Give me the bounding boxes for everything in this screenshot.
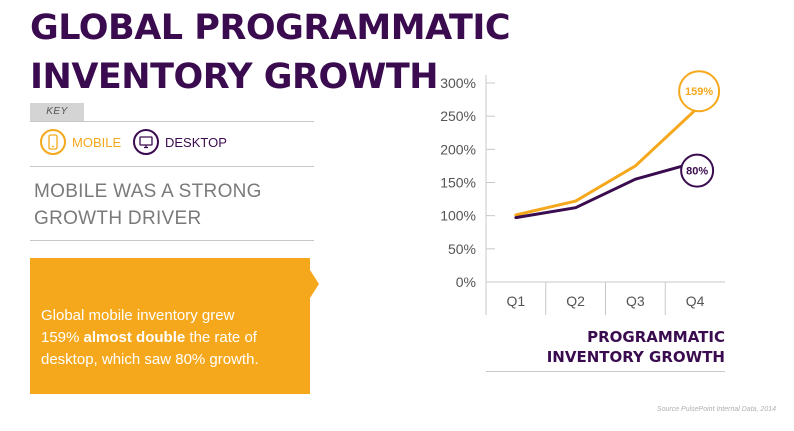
x-tick-label: Q1: [507, 293, 526, 309]
source-note: Source PulsePoint Internal Data, 2014: [656, 406, 776, 413]
monitor-icon: [133, 129, 159, 155]
callout-box: [30, 258, 310, 394]
callout-line-1: Global mobile inventory grew: [41, 307, 235, 324]
divider: [30, 240, 314, 241]
callout-arrow: [310, 270, 319, 298]
title-line-1: GLOBAL PROGRAMMATIC: [30, 8, 511, 48]
page-title: GLOBAL PROGRAMMATIC INVENTORY GROWTH: [30, 4, 511, 102]
key-badge: KEY: [30, 103, 84, 121]
callout-line-2-prefix: 159%: [41, 329, 80, 346]
y-tick-label: 0%: [456, 274, 476, 290]
chart-caption: PROGRAMMATIC INVENTORY GROWTH: [520, 327, 725, 367]
callout-line-2-suffix: the rate of: [189, 329, 257, 346]
x-tick-label: Q4: [686, 293, 705, 309]
y-tick-label: 100%: [440, 208, 476, 224]
x-tick-label: Q2: [566, 293, 585, 309]
legend-mobile: MOBILE: [40, 128, 121, 156]
callout-emphasis: almost double: [83, 329, 186, 346]
mobile-end-label: 159%: [685, 86, 713, 98]
chart-caption-line-1: PROGRAMMATIC: [587, 328, 725, 346]
caption-divider: [486, 371, 725, 372]
divider: [30, 166, 314, 167]
smartphone-icon: [40, 129, 66, 155]
desktop-end-label: 80%: [686, 166, 708, 178]
x-tick-label: Q3: [626, 293, 645, 309]
y-tick-label: 250%: [440, 108, 476, 124]
legend-desktop-label: DESKTOP: [165, 134, 227, 150]
mobile-end-marker: [678, 70, 721, 113]
callout-line-2: 159% almost double the rate of: [41, 327, 309, 349]
legend-mobile-label: MOBILE: [72, 134, 122, 150]
subhead-line-1: MOBILE WAS A STRONG: [34, 181, 262, 202]
line-chart: 0% 50% 100% 150% 200% 250% 300% Q1 Q2 Q3 Q4 159% 80%: [440, 70, 725, 315]
key-divider: [30, 121, 314, 122]
callout-line-3: desktop, which saw 80% growth.: [41, 351, 259, 368]
y-tick-label: 200%: [440, 141, 476, 157]
y-tick-label: 150%: [440, 175, 476, 191]
subhead: MOBILE WAS A STRONG GROWTH DRIVER: [34, 178, 262, 232]
callout-text: Global mobile inventory grew 159% almost…: [41, 305, 309, 371]
y-tick-label: 50%: [448, 241, 476, 257]
title-line-2: INVENTORY GROWTH: [30, 57, 439, 97]
y-tick-label: 300%: [440, 75, 476, 91]
legend-desktop: DESKTOP: [133, 128, 227, 156]
series-line-desktop: [514, 161, 697, 220]
chart-caption-line-2: INVENTORY GROWTH: [546, 348, 725, 366]
series-line-mobile: [514, 108, 697, 217]
desktop-end-marker: [680, 153, 715, 188]
subhead-line-2: GROWTH DRIVER: [34, 208, 202, 229]
